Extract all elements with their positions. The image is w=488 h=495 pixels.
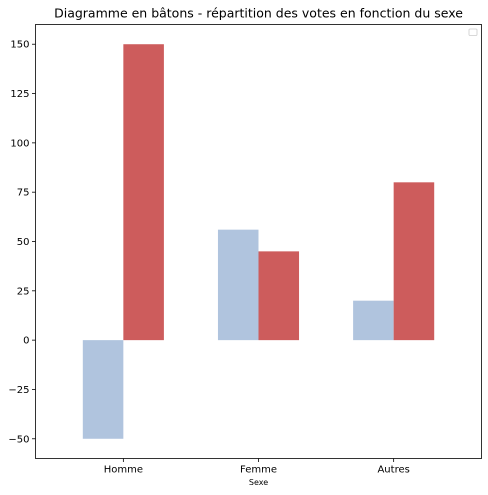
x-tick-label: Femme bbox=[240, 465, 277, 476]
bar-femme-2 bbox=[258, 251, 300, 341]
y-tick-label: 125 bbox=[10, 89, 29, 100]
y-tick-label: 75 bbox=[17, 188, 30, 199]
bar-autres-1 bbox=[353, 300, 394, 341]
bars bbox=[82, 44, 435, 439]
y-tick-label: 25 bbox=[17, 286, 30, 297]
axes: −50 −25 0 25 50 75 100 125 150 Homme Femme Autres bbox=[8, 24, 482, 476]
y-tick-label: 100 bbox=[10, 138, 29, 149]
x-tick-label: Homme bbox=[104, 465, 143, 476]
bar-femme-1 bbox=[217, 229, 259, 341]
bar-homme-2 bbox=[123, 44, 164, 341]
y-tick-label: 50 bbox=[17, 237, 30, 248]
x-tick-label: Autres bbox=[377, 465, 409, 476]
legend bbox=[468, 28, 478, 36]
y-tick-label: 150 bbox=[10, 40, 29, 51]
y-tick-label: −25 bbox=[8, 385, 29, 396]
y-tick-label: 0 bbox=[23, 336, 29, 347]
bar-homme-1 bbox=[82, 340, 124, 439]
y-tick-label: −50 bbox=[8, 434, 29, 445]
chart-title: Diagramme en bâtons - répartition des vo… bbox=[54, 6, 463, 21]
bar-autres-2 bbox=[393, 182, 435, 341]
x-axis-label: Sexe bbox=[249, 478, 268, 487]
legend-box bbox=[468, 28, 478, 36]
